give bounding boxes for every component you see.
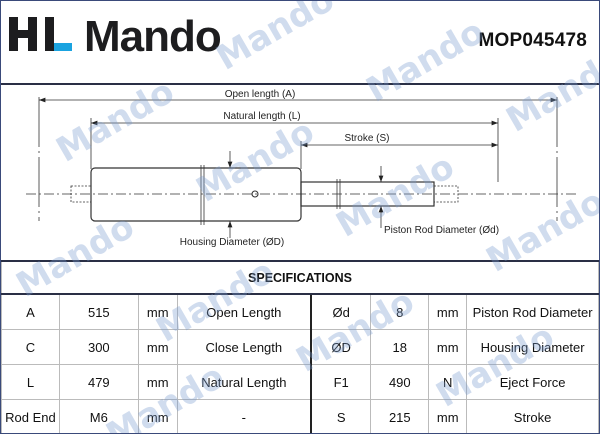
spec-description: Piston Rod Diameter: [466, 293, 599, 330]
spec-value: 18: [370, 329, 430, 365]
spec-unit: mm: [137, 364, 178, 400]
spec-symbol: Rod End: [1, 399, 60, 433]
spec-symbol: ØD: [309, 329, 372, 365]
spec-symbol: F1: [309, 364, 372, 400]
spec-value: 8: [370, 293, 430, 330]
natural-length-label: Natural length (L): [223, 111, 300, 122]
spec-description: Close Length: [176, 329, 312, 365]
spec-symbol: L: [1, 364, 60, 400]
spec-value: 479: [58, 364, 139, 400]
svg-text:Mando: Mando: [84, 15, 221, 57]
part-number: MOP045478: [478, 30, 587, 51]
piston-rod-diameter-label: Piston Rod Diameter (Ød): [384, 225, 499, 236]
header: Mando MOP045478: [1, 1, 599, 85]
spec-symbol: C: [1, 329, 60, 365]
table-row: A 515 mm Open Length Ød 8 mm Piston Rod Diamet…: [1, 293, 599, 330]
spec-unit: N: [428, 364, 468, 400]
hl-mando-logo: Mando: [9, 15, 222, 57]
table-row: C 300 mm Close Length ØD 18 mm Housing Diamete…: [1, 329, 599, 365]
stroke-label: Stroke (S): [344, 133, 389, 144]
spec-value: M6: [58, 399, 139, 433]
spec-value: 215: [370, 399, 430, 433]
spec-value: 515: [58, 293, 139, 330]
spec-description: Natural Length: [176, 364, 312, 400]
spec-unit: mm: [137, 329, 178, 365]
spec-symbol: A: [1, 293, 60, 330]
spec-description: Housing Diameter: [466, 329, 599, 365]
spec-unit: mm: [428, 329, 468, 365]
spec-value: 300: [58, 329, 139, 365]
specifications-table: SPECIFICATIONS A 515 mm Open Length Ød 8 mm Pi…: [1, 260, 599, 433]
table-row: L 479 mm Natural Length F1 490 N Eject Force: [1, 364, 599, 400]
spec-description: Open Length: [176, 293, 312, 330]
table-row: Rod End M6 mm - S 215 mm Stroke: [1, 399, 599, 433]
spec-description: Eject Force: [466, 364, 599, 400]
spec-symbol: Ød: [309, 293, 372, 330]
spec-description: -: [176, 399, 312, 433]
open-length-label: Open length (A): [225, 89, 296, 100]
spec-value: 490: [370, 364, 430, 400]
housing-diameter-label: Housing Diameter (ØD): [180, 237, 284, 248]
spec-description: Stroke: [466, 399, 599, 433]
spec-symbol: S: [309, 399, 372, 433]
spec-unit: mm: [137, 293, 178, 330]
gas-spring-diagram: Open length (A) Natural length (L) Strok…: [26, 89, 576, 248]
specifications-title: SPECIFICATIONS: [1, 260, 599, 295]
spec-unit: mm: [137, 399, 178, 433]
spec-unit: mm: [428, 293, 468, 330]
spec-unit: mm: [428, 399, 468, 433]
